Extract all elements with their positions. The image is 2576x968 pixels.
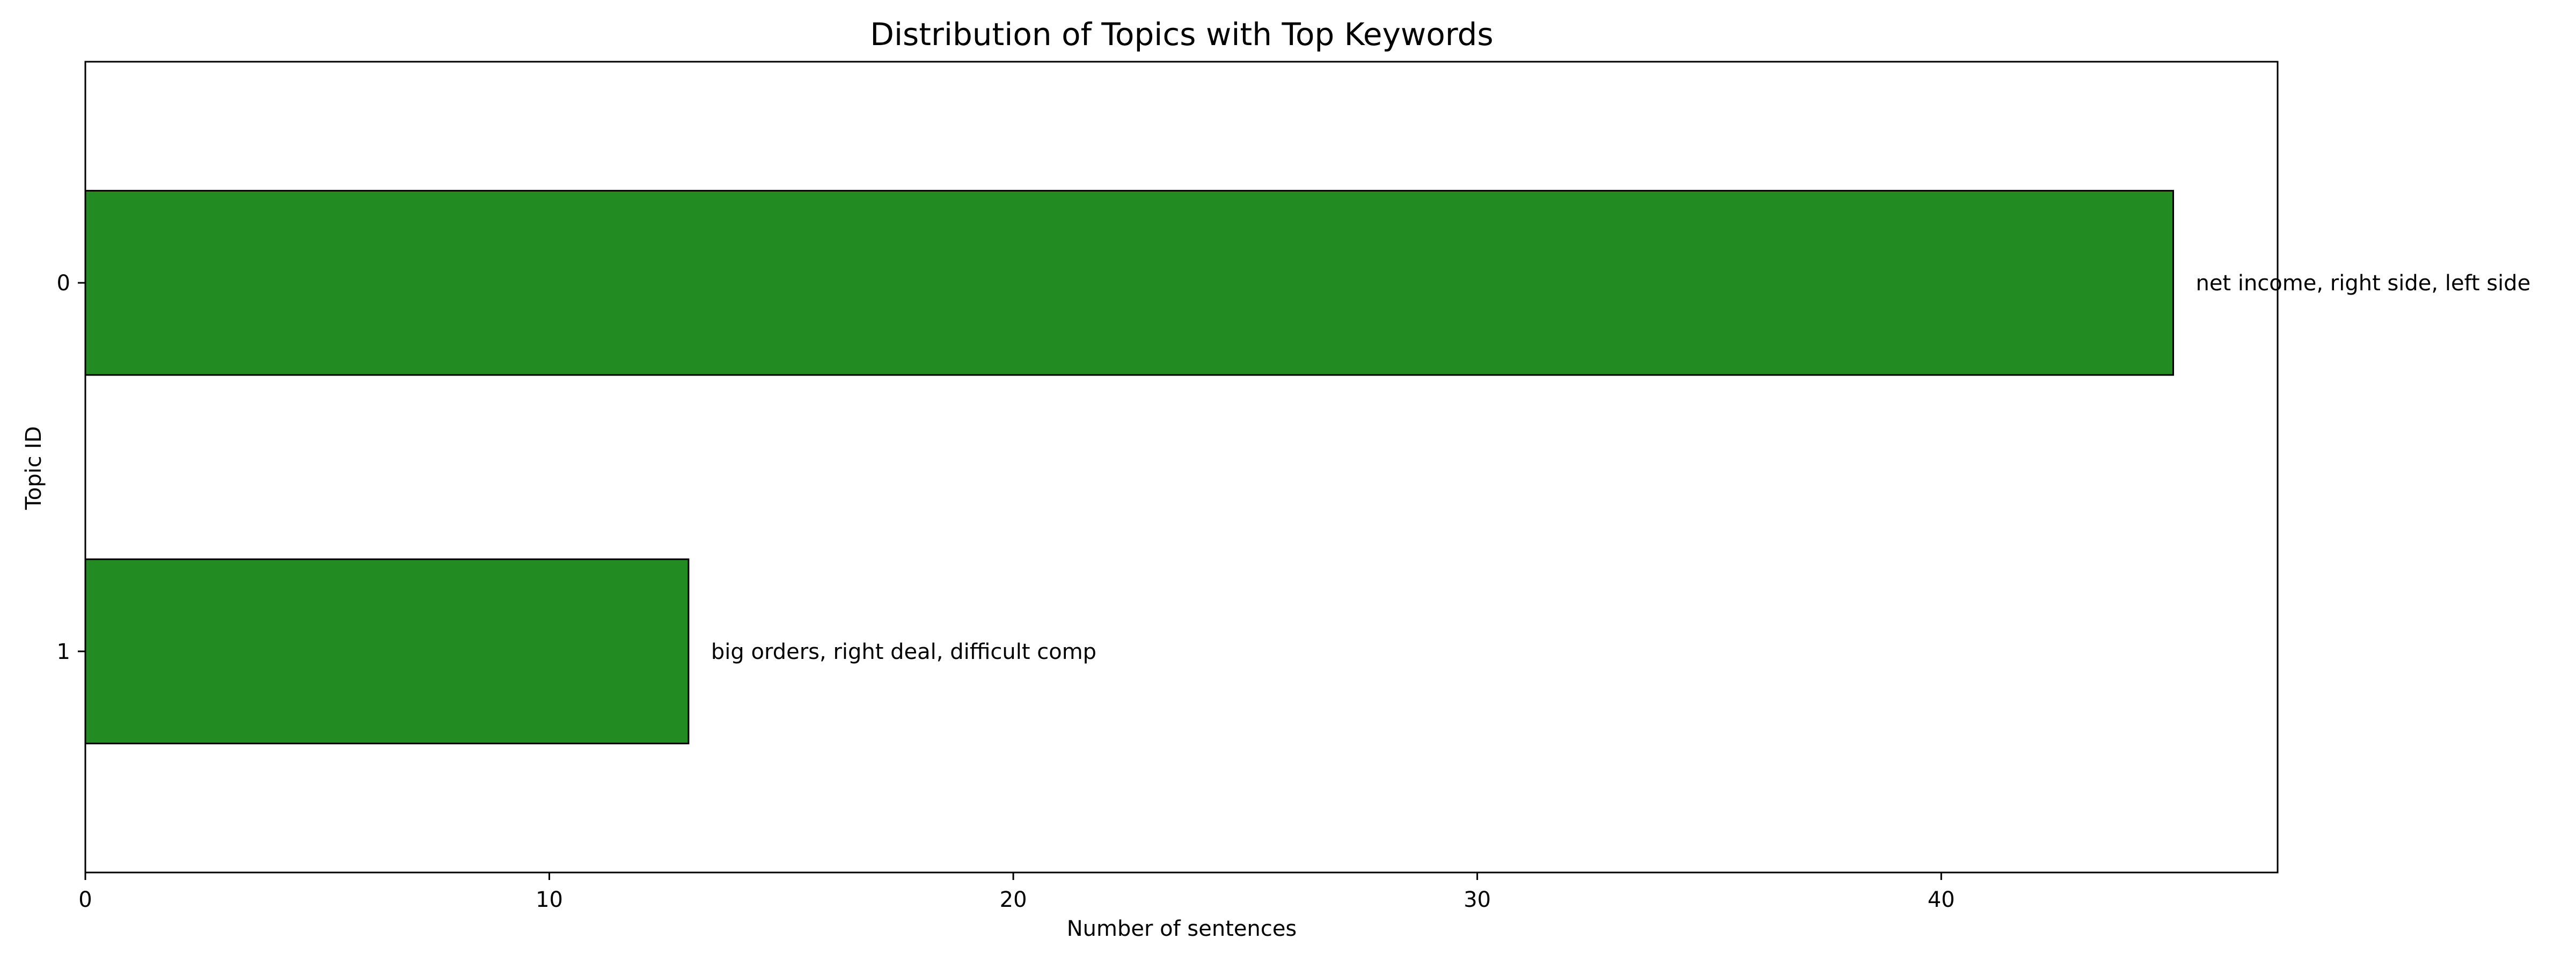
bar-label-topic-1: big orders, right deal, difficult comp: [711, 640, 1096, 664]
y-tick-label: 1: [57, 640, 70, 664]
chart-title: Distribution of Topics with Top Keywords: [870, 16, 1493, 53]
bar-topic-0: [84, 189, 2174, 376]
x-tick-label: 10: [536, 888, 563, 912]
x-axis-ticks: 0 10 20 30 40: [78, 872, 1955, 912]
x-tick-label: 20: [1000, 888, 1027, 912]
plot-frame: [84, 61, 2279, 874]
bar-label-topic-0: net income, right side, left side: [2196, 271, 2530, 296]
bar-topic-1: [84, 558, 690, 745]
y-axis-label: Topic ID: [21, 426, 46, 510]
y-axis-ticks: 01: [57, 271, 85, 664]
bar-labels-layer: net income, right side, left side big ord…: [711, 271, 2530, 664]
x-tick-label: 40: [1928, 888, 1955, 912]
x-tick-label: 30: [1463, 888, 1491, 912]
x-axis-label: Number of sentences: [1067, 916, 1297, 941]
x-tick-label: 0: [78, 888, 92, 912]
bars-layer: [84, 189, 2174, 745]
y-tick-label: 0: [57, 271, 70, 296]
